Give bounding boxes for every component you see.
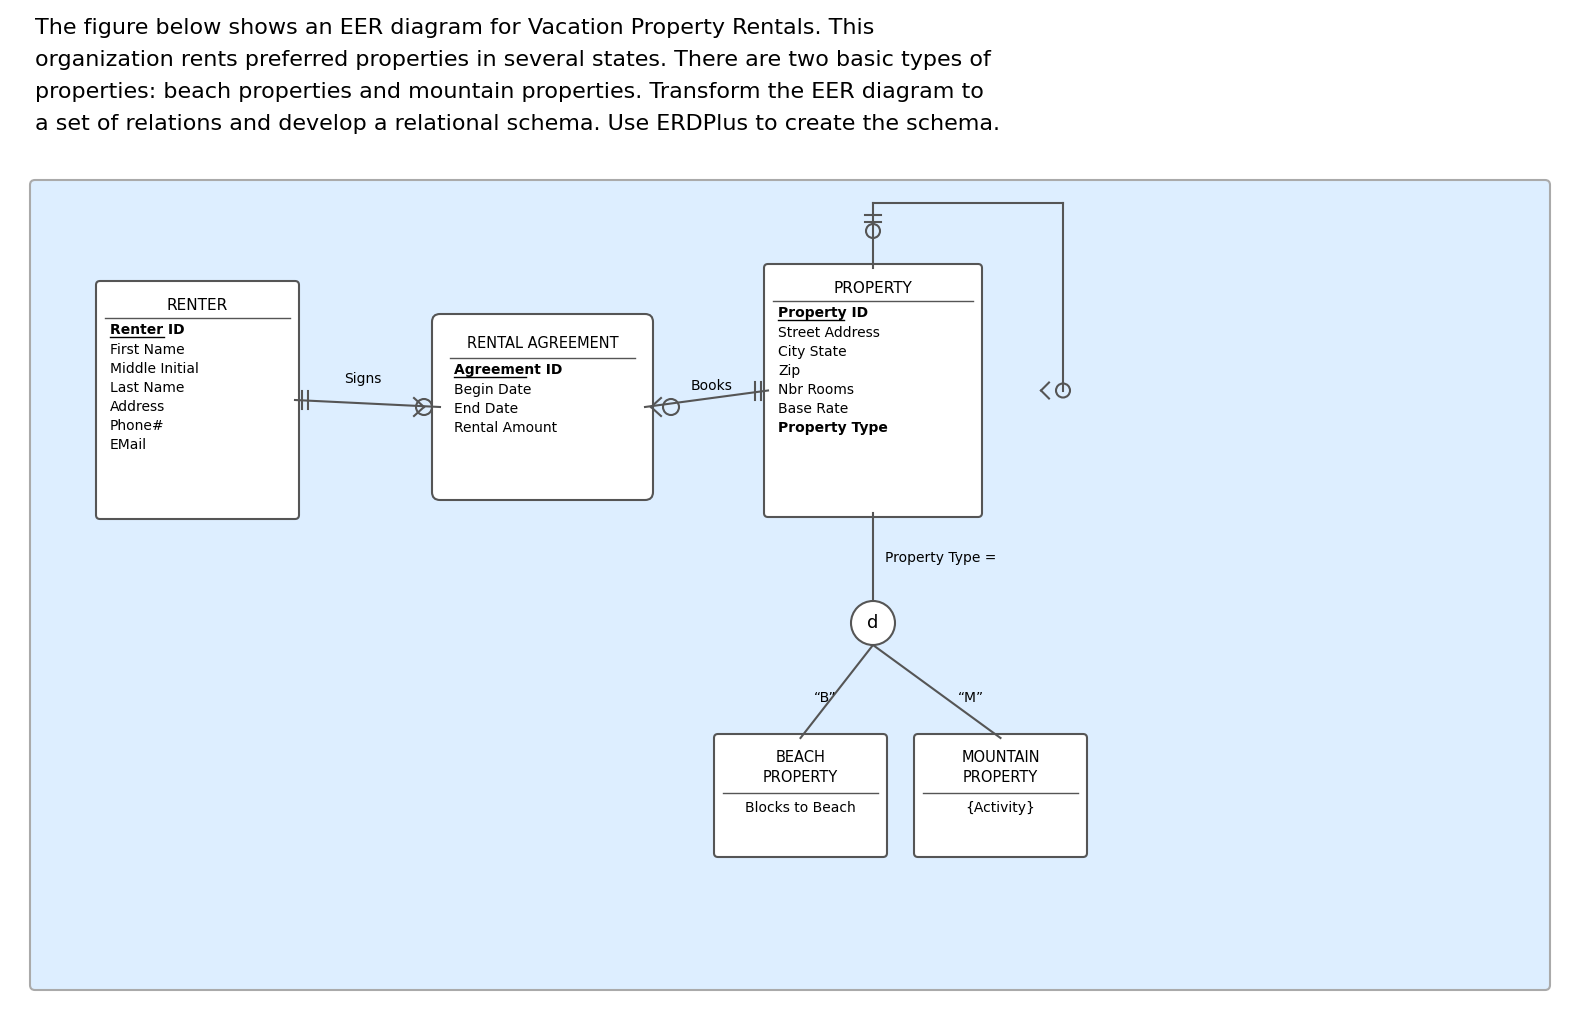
FancyBboxPatch shape xyxy=(914,734,1088,857)
Circle shape xyxy=(851,601,895,645)
Text: BEACH
PROPERTY: BEACH PROPERTY xyxy=(764,750,838,785)
Text: “M”: “M” xyxy=(958,691,983,705)
Text: Signs: Signs xyxy=(343,372,381,386)
Text: Renter ID: Renter ID xyxy=(111,323,185,337)
Text: Address: Address xyxy=(111,400,166,413)
Text: Property ID: Property ID xyxy=(778,306,868,320)
Text: PROPERTY: PROPERTY xyxy=(833,281,912,296)
FancyBboxPatch shape xyxy=(764,264,982,517)
Text: First Name: First Name xyxy=(111,343,185,357)
FancyBboxPatch shape xyxy=(30,180,1549,990)
Text: End Date: End Date xyxy=(454,402,519,416)
FancyBboxPatch shape xyxy=(432,314,653,500)
Text: RENTER: RENTER xyxy=(168,298,228,313)
Text: “B”: “B” xyxy=(814,691,836,705)
Text: Books: Books xyxy=(691,379,732,393)
Text: Street Address: Street Address xyxy=(778,326,881,340)
Text: The figure below shows an EER diagram for Vacation Property Rentals. This
organi: The figure below shows an EER diagram fo… xyxy=(35,18,1001,134)
Text: {Activity}: {Activity} xyxy=(966,801,1036,815)
Text: Begin Date: Begin Date xyxy=(454,383,531,397)
Text: RENTAL AGREEMENT: RENTAL AGREEMENT xyxy=(466,336,618,351)
FancyBboxPatch shape xyxy=(715,734,887,857)
Text: City State: City State xyxy=(778,345,846,359)
Text: MOUNTAIN
PROPERTY: MOUNTAIN PROPERTY xyxy=(961,750,1040,785)
Text: Property Type =: Property Type = xyxy=(885,551,996,565)
Text: EMail: EMail xyxy=(111,438,147,452)
Text: Last Name: Last Name xyxy=(111,381,185,395)
Text: Middle Initial: Middle Initial xyxy=(111,362,199,376)
Text: Rental Amount: Rental Amount xyxy=(454,421,557,435)
Text: Base Rate: Base Rate xyxy=(778,402,849,416)
Text: Nbr Rooms: Nbr Rooms xyxy=(778,383,854,397)
Text: Phone#: Phone# xyxy=(111,419,164,433)
Text: d: d xyxy=(868,614,879,632)
Text: Blocks to Beach: Blocks to Beach xyxy=(745,801,855,815)
Text: Zip: Zip xyxy=(778,364,800,378)
Text: Property Type: Property Type xyxy=(778,421,889,435)
FancyBboxPatch shape xyxy=(96,281,299,519)
Text: Agreement ID: Agreement ID xyxy=(454,363,563,377)
